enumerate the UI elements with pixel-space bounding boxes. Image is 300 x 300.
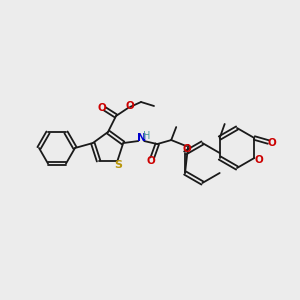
Text: O: O [147,156,156,166]
Text: O: O [183,144,192,154]
Text: S: S [114,160,122,170]
Text: O: O [268,138,277,148]
Text: O: O [126,101,134,111]
Text: O: O [255,155,264,165]
Text: O: O [98,103,106,113]
Text: H: H [142,131,150,141]
Text: N: N [136,133,146,143]
